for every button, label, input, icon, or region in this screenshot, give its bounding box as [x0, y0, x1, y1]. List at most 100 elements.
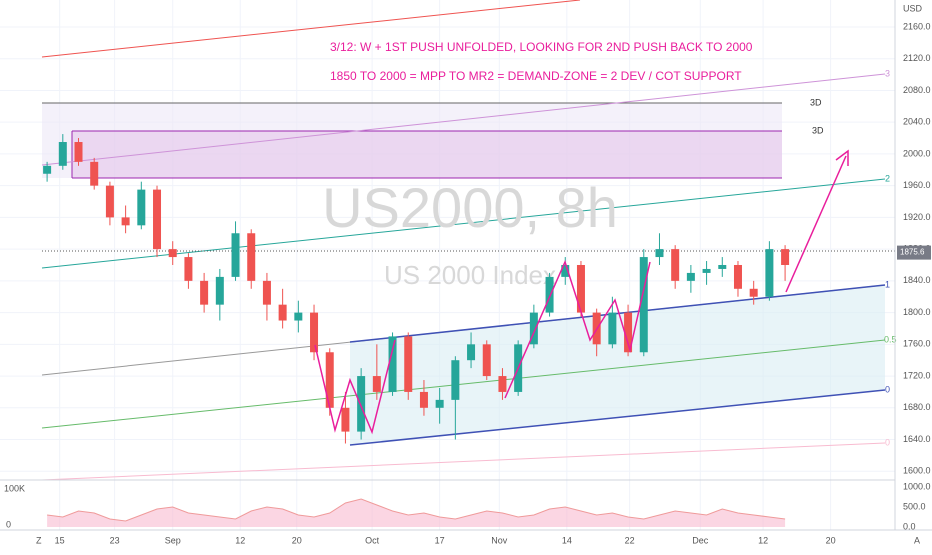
candle-body [529, 312, 538, 345]
candle-body [655, 249, 664, 258]
candle-body [168, 249, 177, 258]
pattern-line [504, 259, 651, 399]
candle-body [247, 233, 256, 281]
arrow [785, 155, 847, 293]
y-tick-label: 1960.0 [903, 180, 931, 190]
x-tick-label: Sep [165, 535, 181, 545]
candle-body [388, 336, 397, 392]
price-tag-label: 1875.6 [900, 248, 925, 257]
channel-label: 0 [885, 437, 890, 447]
candle-body [215, 276, 224, 305]
y-tick-label: 1920.0 [903, 212, 931, 222]
candle-body [105, 185, 114, 218]
y-tick-label: 1680.0 [903, 402, 931, 412]
candle-body [74, 142, 83, 162]
y-tick-label: 1800.0 [903, 307, 931, 317]
candle-body [341, 407, 350, 432]
volume-line [47, 498, 786, 522]
x-tick-label: Oct [365, 535, 380, 545]
channel-label: 3 [885, 68, 890, 78]
candle-body [451, 360, 460, 400]
candle-body [498, 376, 507, 392]
candle-body [200, 280, 209, 305]
channel-fill [350, 285, 885, 445]
candle-body [686, 272, 695, 281]
y-tick-label: 2000.0 [903, 148, 931, 158]
x-tick-label: 17 [435, 535, 445, 545]
candle-body [90, 161, 99, 186]
corner-label: A [914, 535, 920, 545]
candle-body [435, 399, 444, 408]
x-tick-label: 22 [625, 535, 635, 545]
y-tick-label: 1720.0 [903, 370, 931, 380]
zone-label: 3D [810, 97, 822, 107]
candle-body [137, 189, 146, 226]
candle-body [608, 312, 617, 345]
zone-3d-inner [72, 131, 782, 178]
candle-body [262, 280, 271, 305]
candle-body [231, 233, 240, 277]
volume-tick-label: 500.0 [903, 501, 926, 511]
x-tick-label: 23 [110, 535, 120, 545]
volume-area [47, 499, 786, 527]
candle-body [624, 312, 633, 353]
candle-body [184, 257, 193, 281]
candle-body [467, 344, 476, 361]
x-tick-label: 15 [55, 535, 65, 545]
currency: USD [903, 3, 923, 13]
y-tick-label: 1840.0 [903, 275, 931, 285]
y-tick-label: 1760.0 [903, 339, 931, 349]
candle-body [325, 352, 334, 408]
candle-body [278, 304, 287, 321]
candle-body [372, 376, 381, 392]
watermark: US2000, 8h [322, 176, 618, 239]
y-tick-label: 2080.0 [903, 85, 931, 95]
candle-body [58, 142, 67, 166]
candle-body [702, 268, 711, 273]
x-tick-label: 14 [562, 535, 572, 545]
candle-body [121, 217, 130, 226]
candle-body [749, 288, 758, 297]
candle-body [404, 336, 413, 392]
y-tick-label: 1600.0 [903, 466, 931, 476]
x-tick-label: 20 [292, 535, 302, 545]
candle-body [639, 257, 648, 353]
x-tick-label: Nov [491, 535, 508, 545]
annotation: 3/12: W + 1ST PUSH UNFOLDED, LOOKING FOR… [330, 40, 753, 54]
channel-label: 0.5 [884, 334, 897, 344]
candle-body [561, 264, 570, 277]
channel-label: 1 [885, 279, 890, 289]
channel-line [41, 442, 886, 481]
y-tick-label: 2040.0 [903, 117, 931, 127]
channel-line [41, 73, 886, 166]
channel-line [41, 0, 581, 58]
y-tick-label: 2160.0 [903, 21, 931, 31]
candle-body [781, 249, 790, 265]
volume-label: 100K [4, 483, 25, 493]
candle-body [482, 344, 491, 377]
volume-tick-label: 1000.0 [903, 481, 931, 491]
channel-line [349, 284, 886, 343]
candle-body [671, 249, 680, 281]
candle-body [733, 264, 742, 289]
candle-body [357, 376, 366, 432]
arrow-head [835, 149, 849, 166]
channel-line [41, 178, 886, 269]
x-tick-label: 20 [826, 535, 836, 545]
volume-tick-label: 0.0 [903, 521, 916, 531]
x-tick-label: 12 [758, 535, 768, 545]
pattern-line [314, 339, 396, 435]
channel-line [41, 339, 886, 429]
price-tag [897, 245, 931, 260]
candle-body [310, 312, 319, 353]
candle-body [294, 312, 303, 321]
watermark-sub: US 2000 Index [384, 260, 556, 290]
candle-body [718, 264, 727, 269]
corner-label: Z [36, 535, 42, 545]
candle-body [419, 391, 428, 408]
y-tick-label: 1640.0 [903, 434, 931, 444]
volume-label: 0 [6, 519, 11, 529]
candle-body [545, 276, 554, 313]
